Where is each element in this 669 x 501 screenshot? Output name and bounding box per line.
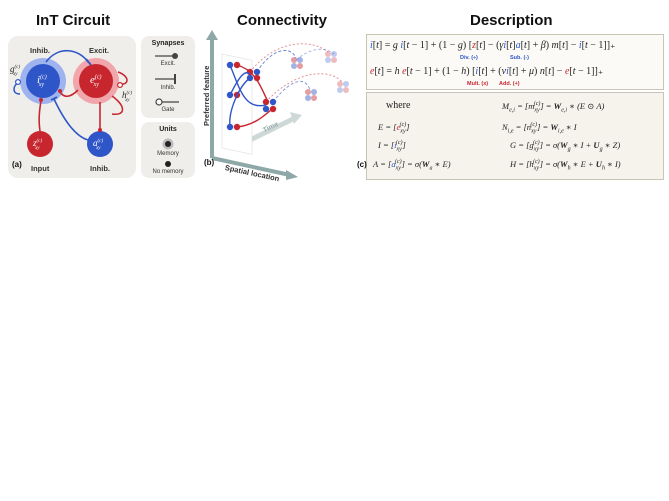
circuit-input-label: Input bbox=[31, 164, 50, 173]
z-to-i-path bbox=[38, 99, 42, 132]
panel-letter-c: (c) bbox=[357, 160, 367, 169]
def-I: I = [ixy(c)] bbox=[378, 140, 406, 153]
def-A: A = [axy(c)] = σ(Wa ∗ E) bbox=[373, 159, 451, 172]
synapses-title: Synapses bbox=[151, 40, 185, 47]
a-node bbox=[87, 131, 113, 157]
no-memory-legend-label: No memory bbox=[152, 169, 184, 175]
no-memory-unit-icon bbox=[165, 161, 171, 167]
excit-legend-label: Excit. bbox=[160, 61, 176, 67]
circuit-inhib-label: Inhib. bbox=[30, 46, 50, 55]
preferred-feature-axis-label: Preferred feature bbox=[202, 65, 211, 126]
a-to-i-path bbox=[53, 98, 89, 141]
def-H: H = [hxy(c)] = σ(Wh ∗ E + Uh ∗ I) bbox=[510, 159, 621, 172]
panel-letter-a: (a) bbox=[12, 160, 22, 169]
e-node-label: e(c)xy bbox=[90, 74, 102, 89]
panel-letter-b: (b) bbox=[204, 158, 215, 167]
gate-synapse-icon bbox=[155, 98, 179, 106]
memory-legend-label: Memory bbox=[157, 151, 179, 157]
gate-legend-label: Gate bbox=[161, 107, 175, 113]
i-node-label: i(c)xy bbox=[37, 74, 47, 89]
i-node bbox=[26, 64, 60, 98]
mult-note: Mult. (x) bbox=[467, 81, 489, 87]
inhib-legend-label: Inhib. bbox=[160, 85, 176, 91]
i-update-equation: i[t] = g i[t − 1] + (1 − g) [z[t] − (γi[… bbox=[370, 40, 616, 51]
excit-synapse-icon bbox=[155, 53, 178, 59]
circuit-panel bbox=[8, 36, 136, 178]
def-E: E = [exy(c)] bbox=[378, 122, 410, 135]
dynamics-equations-box bbox=[366, 34, 664, 90]
h-gate-label: h(c)xy bbox=[122, 90, 133, 103]
e-update-equation: e[t] = h e[t − 1] + (1 − h) [i[t] + (νi[… bbox=[370, 66, 604, 77]
z-node-label: z(c)xy bbox=[33, 138, 43, 151]
e-node bbox=[79, 64, 113, 98]
inhib-synapse-icon bbox=[155, 74, 176, 84]
units-legend: Units Memory No memory bbox=[141, 122, 195, 178]
def-M: Me,i = [mxy(c)] = We,i ∗ (E ⊙ A) bbox=[502, 101, 605, 114]
definitions-box bbox=[366, 92, 664, 180]
memory-unit-icon bbox=[162, 138, 174, 150]
z-node bbox=[27, 131, 53, 157]
def-N: Ni,e = [nxy(c)] = Wi,e ∗ I bbox=[502, 122, 577, 135]
g-gate-label: g(c)xy bbox=[10, 64, 21, 77]
e-to-i-path bbox=[59, 89, 79, 98]
sub-note: Sub. (-) bbox=[510, 55, 529, 61]
circuit-title: InT Circuit bbox=[36, 12, 111, 29]
description-title: Description bbox=[470, 12, 553, 29]
a-node-label: a(c)xy bbox=[93, 138, 104, 151]
div-note: Div. (÷) bbox=[460, 55, 478, 61]
i-to-e-path bbox=[45, 49, 89, 63]
connectivity-title: Connectivity bbox=[237, 12, 328, 29]
add-note: Add. (+) bbox=[499, 81, 520, 87]
connectivity-diagram bbox=[206, 30, 349, 180]
def-G: G = [gxy(c)] = σ(Wg ∗ I + Ug ∗ Z) bbox=[510, 140, 621, 153]
unit-column-3 bbox=[291, 57, 317, 101]
units-title: Units bbox=[159, 126, 177, 133]
circuit-diagram bbox=[13, 49, 128, 157]
where-label: where bbox=[386, 100, 411, 111]
circuit-excit-label: Excit. bbox=[89, 46, 110, 55]
synapses-legend: Synapses Excit. Inhib. Gate bbox=[141, 36, 195, 118]
circuit-inhib-bottom-label: Inhib. bbox=[90, 164, 110, 173]
unit-column-4 bbox=[325, 51, 349, 93]
